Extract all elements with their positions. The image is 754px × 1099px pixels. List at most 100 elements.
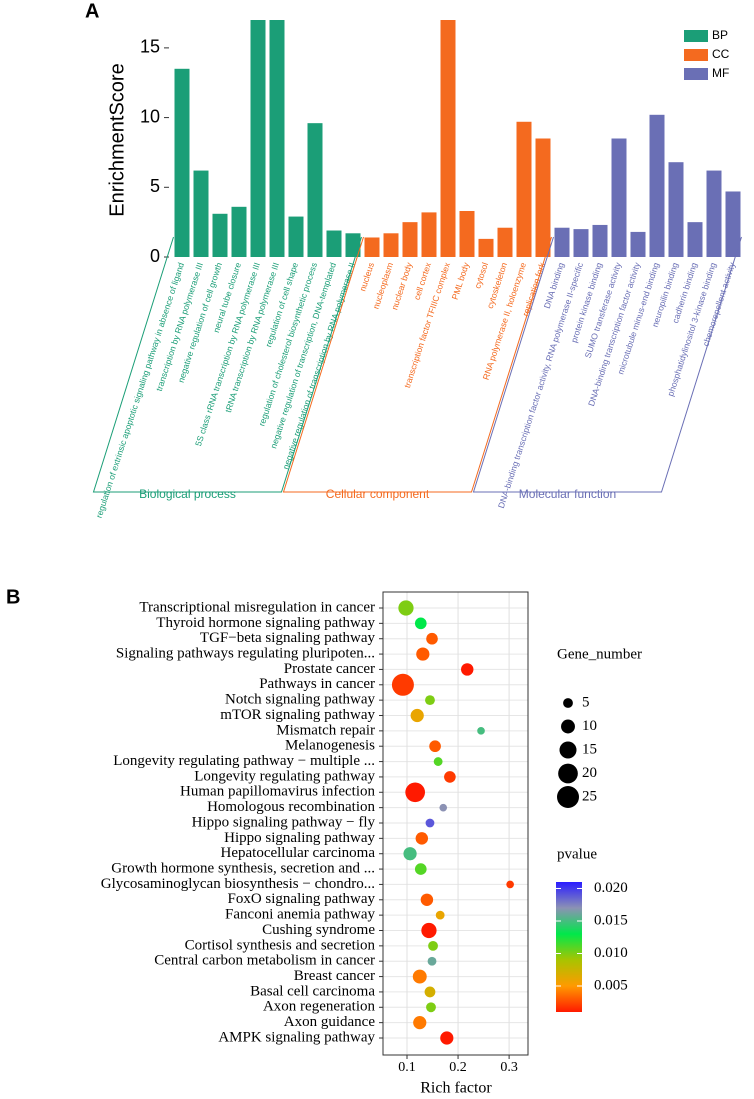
group-bracket (92, 236, 362, 493)
dot (426, 1002, 436, 1013)
y-tick-label: 10 (140, 106, 160, 126)
bar (706, 170, 722, 257)
y-tick-label: Melanogenesis (285, 738, 375, 754)
dot (428, 940, 438, 951)
dot (405, 782, 426, 803)
dot (435, 910, 445, 920)
y-tick-label: Longevity regulating pathway (194, 768, 375, 784)
bar (725, 191, 741, 257)
y-tick-label: Mismatch repair (276, 722, 375, 738)
y-tick-label: Thyroid hormone signaling pathway (156, 615, 375, 631)
y-tick-label: 0 (150, 246, 160, 266)
bar (440, 20, 456, 257)
panel-label: A (85, 0, 99, 22)
bar (288, 216, 304, 257)
y-tick-label: Prostate cancer (284, 661, 375, 677)
size-legend-title: Gene_number (557, 646, 642, 662)
y-tick-label: Longevity regulating pathway − multiple … (113, 753, 375, 769)
dot (425, 818, 435, 828)
dot (403, 847, 417, 861)
y-tick-label: Axon regeneration (263, 999, 376, 1015)
bar (307, 123, 323, 257)
dot (398, 600, 414, 616)
bar (630, 231, 646, 257)
bar (459, 210, 475, 257)
bar (326, 230, 342, 257)
dot (429, 740, 441, 753)
dot (425, 695, 435, 706)
size-legend-label: 10 (582, 718, 597, 734)
y-tick-label: 5 (150, 176, 160, 196)
y-tick-label: TGF−beta signaling pathway (200, 630, 376, 646)
panel-label: B (6, 586, 20, 608)
y-tick-label: 15 (140, 37, 160, 57)
x-tick-label: 0.2 (449, 1060, 467, 1075)
color-tick-label: 0.010 (594, 945, 628, 961)
dot (477, 727, 485, 735)
dot (415, 832, 429, 845)
size-legend-dot (563, 698, 573, 708)
bar (554, 227, 570, 257)
color-tick-label: 0.005 (594, 977, 628, 993)
y-tick-label: AMPK signaling pathway (218, 1029, 375, 1045)
dot (414, 863, 427, 875)
x-tick-label: cell cortex (412, 261, 434, 302)
dot (421, 922, 437, 939)
y-tick-label: Homologous recombination (207, 799, 375, 815)
color-bar (556, 882, 582, 1012)
bar (250, 20, 266, 257)
dot (413, 1016, 427, 1030)
bar (535, 138, 551, 257)
bar (497, 227, 513, 257)
bar (668, 162, 684, 257)
y-tick-label: Basal cell carcinoma (250, 983, 375, 999)
y-tick-label: Growth hormone synthesis, secretion and … (111, 861, 375, 877)
x-tick-label: RNA polymerase II, holoenzyme (481, 261, 529, 381)
y-tick-label: Cortisol synthesis and secretion (185, 937, 376, 953)
bar (687, 222, 703, 257)
size-legend-dot (557, 786, 579, 808)
group-label: Cellular component (326, 487, 430, 501)
bar (421, 212, 437, 257)
dot (416, 647, 430, 661)
bar (649, 114, 665, 257)
y-tick-label: Axon guidance (284, 1014, 376, 1030)
size-legend-dot (559, 741, 577, 759)
dot (461, 663, 474, 676)
y-tick-label: Hippo signaling pathway − fly (192, 814, 376, 830)
y-tick-label: Human papillomavirus infection (180, 784, 375, 800)
bar (212, 213, 228, 257)
y-tick-label: Signaling pathways regulating pluripoten… (116, 646, 375, 662)
y-tick-label: Notch signaling pathway (225, 692, 375, 708)
x-tick-label: nucleus (357, 261, 376, 292)
y-tick-label: Glycosaminoglycan biosynthesis − chondro… (101, 876, 375, 892)
y-tick-label: Pathways in cancer (259, 676, 375, 692)
legend-swatch (684, 49, 708, 61)
dot (427, 956, 437, 966)
group-label: Biological process (139, 487, 236, 501)
size-legend-label: 20 (582, 765, 597, 781)
y-tick-label: Fanconi anemia pathway (225, 907, 375, 923)
dot (440, 1031, 454, 1045)
group-bracket (282, 236, 552, 493)
y-tick-label: Hepatocellular carcinoma (221, 845, 376, 861)
bar (611, 138, 627, 257)
color-legend-title: pvalue (557, 846, 597, 862)
dot (444, 771, 456, 783)
dot (439, 803, 448, 812)
x-tick-label: regulation of extrinsic apoptotic signal… (94, 261, 186, 519)
dot (506, 880, 514, 889)
dot (424, 986, 436, 998)
size-legend-label: 25 (582, 788, 597, 804)
x-tick-label: PML body (450, 261, 472, 301)
size-legend-label: 5 (582, 694, 590, 710)
x-axis-title: Rich factor (420, 1080, 492, 1097)
dot (433, 757, 443, 766)
color-tick-label: 0.015 (594, 912, 628, 928)
bar (269, 20, 285, 257)
bar (174, 68, 190, 257)
x-tick-label: cytosol (472, 261, 490, 290)
legend-label: MF (712, 66, 729, 80)
